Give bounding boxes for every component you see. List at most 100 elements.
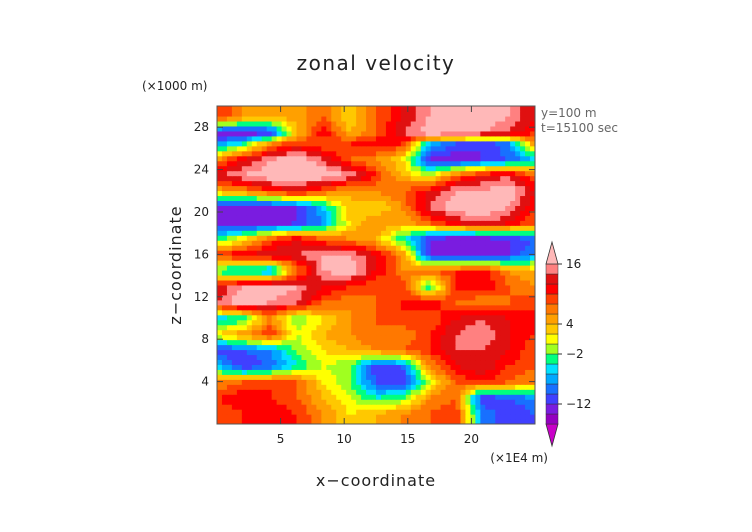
field-cell bbox=[276, 230, 283, 236]
field-cell bbox=[251, 314, 258, 321]
field-cell bbox=[460, 230, 467, 236]
field-cell bbox=[465, 369, 472, 375]
field-cell bbox=[316, 160, 322, 167]
field-cell bbox=[231, 374, 238, 380]
field-cell bbox=[256, 210, 263, 216]
field-cell bbox=[356, 245, 362, 251]
field-cell bbox=[450, 314, 457, 321]
field-cell bbox=[306, 414, 313, 420]
field-cell bbox=[226, 155, 233, 162]
field-cell bbox=[485, 309, 491, 316]
field-cell bbox=[316, 110, 322, 117]
field-cell bbox=[465, 379, 472, 385]
field-cell bbox=[241, 344, 248, 351]
field-cell bbox=[525, 369, 531, 375]
field-cell bbox=[430, 339, 437, 346]
field-cell bbox=[316, 364, 322, 370]
field-cell bbox=[510, 135, 516, 142]
field-cell bbox=[366, 314, 372, 321]
field-cell bbox=[296, 245, 303, 251]
field-cell bbox=[440, 324, 447, 331]
field-cell bbox=[475, 359, 481, 365]
field-cell bbox=[525, 165, 531, 172]
field-cell bbox=[470, 180, 476, 187]
field-cell bbox=[425, 359, 432, 365]
field-cell bbox=[420, 419, 427, 424]
field-cell bbox=[246, 150, 253, 157]
field-cell bbox=[291, 404, 298, 410]
field-cell bbox=[356, 329, 362, 336]
field-cell bbox=[475, 284, 481, 291]
field-cell bbox=[495, 130, 501, 137]
field-cell bbox=[455, 394, 462, 400]
field-cell bbox=[271, 180, 278, 187]
field-cell bbox=[440, 180, 447, 187]
field-cell bbox=[376, 150, 382, 157]
field-cell bbox=[366, 419, 372, 424]
field-cell bbox=[276, 215, 283, 221]
field-cell bbox=[241, 106, 248, 112]
field-cell bbox=[385, 299, 392, 306]
field-cell bbox=[217, 110, 223, 117]
field-cell bbox=[321, 324, 327, 331]
field-cell bbox=[326, 299, 332, 306]
field-cell bbox=[385, 245, 392, 251]
field-cell bbox=[380, 170, 387, 177]
field-cell bbox=[236, 379, 243, 385]
field-cell bbox=[460, 334, 467, 341]
field-cell bbox=[321, 165, 327, 172]
field-cell bbox=[530, 185, 535, 192]
field-cell bbox=[311, 230, 317, 236]
field-cell bbox=[490, 329, 496, 336]
field-cell bbox=[306, 255, 313, 261]
field-cell bbox=[261, 349, 268, 356]
field-cell bbox=[251, 374, 258, 380]
field-cell bbox=[460, 115, 467, 122]
field-cell bbox=[510, 374, 516, 380]
field-cell bbox=[316, 210, 322, 216]
field-cell bbox=[276, 150, 283, 157]
field-cell bbox=[520, 245, 526, 251]
field-cell bbox=[455, 379, 462, 385]
field-cell bbox=[425, 255, 432, 261]
field-cell bbox=[495, 299, 501, 306]
y-tick-label: 28 bbox=[194, 120, 209, 134]
field-cell bbox=[445, 120, 452, 127]
field-cell bbox=[356, 135, 362, 142]
field-cell bbox=[470, 240, 476, 246]
field-cell bbox=[450, 120, 457, 127]
field-cell bbox=[341, 324, 347, 331]
field-cell bbox=[236, 260, 243, 266]
field-cell bbox=[231, 190, 238, 197]
field-cell bbox=[420, 349, 427, 356]
field-cell bbox=[221, 364, 228, 370]
field-cell bbox=[271, 319, 278, 326]
field-cell bbox=[356, 339, 362, 346]
field-cell bbox=[306, 334, 313, 341]
field-cell bbox=[366, 190, 372, 197]
field-cell bbox=[515, 304, 521, 311]
field-cell bbox=[311, 175, 317, 182]
field-cell bbox=[221, 150, 228, 157]
field-cell bbox=[346, 205, 352, 211]
field-cell bbox=[316, 245, 322, 251]
field-cell bbox=[495, 319, 501, 326]
field-cell bbox=[475, 220, 481, 226]
field-cell bbox=[380, 384, 387, 390]
field-cell bbox=[445, 299, 452, 306]
field-cell bbox=[495, 210, 501, 216]
field-cell bbox=[525, 414, 531, 420]
field-cell bbox=[316, 135, 322, 142]
field-cell bbox=[500, 414, 506, 420]
field-cell bbox=[430, 170, 437, 177]
field-cell bbox=[251, 210, 258, 216]
field-cell bbox=[371, 314, 377, 321]
field-cell bbox=[276, 414, 283, 420]
field-cell bbox=[500, 364, 506, 370]
field-cell bbox=[326, 324, 332, 331]
field-cell bbox=[395, 404, 402, 410]
field-cell bbox=[226, 309, 233, 316]
field-cell bbox=[495, 140, 501, 147]
field-cell bbox=[261, 334, 268, 341]
field-cell bbox=[405, 180, 412, 187]
